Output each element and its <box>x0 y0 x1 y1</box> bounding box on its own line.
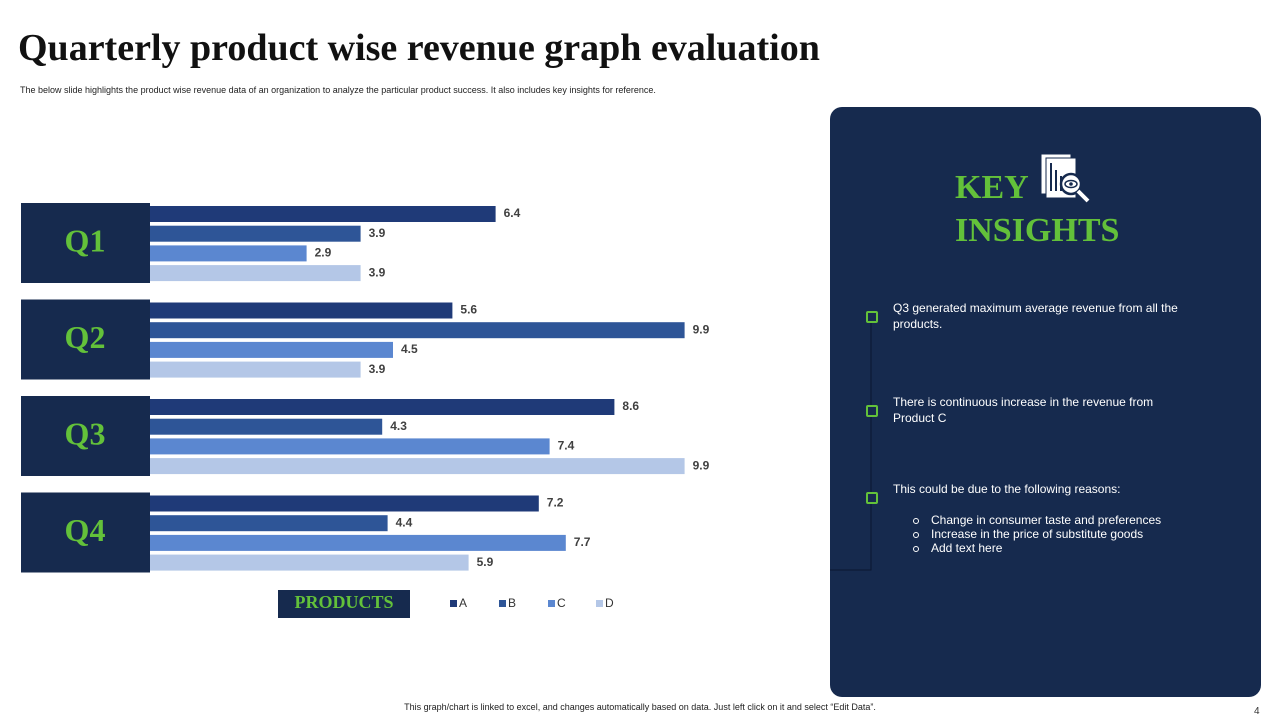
category-label: Q1 <box>65 222 106 258</box>
legend-swatch <box>499 600 506 607</box>
legend-label: B <box>508 596 516 610</box>
value-label: 7.7 <box>574 535 591 549</box>
value-label: 6.4 <box>504 206 521 220</box>
bar <box>150 418 383 435</box>
value-label: 5.6 <box>460 303 477 317</box>
insight-sub-point: Change in consumer taste and preferences <box>931 513 1162 527</box>
value-label: 3.9 <box>369 226 386 240</box>
bar <box>150 515 388 532</box>
insight-point: Q3 generated maximum average revenue fro… <box>893 301 1178 331</box>
connector-line <box>830 318 872 571</box>
legend-swatch <box>548 600 555 607</box>
bar <box>150 265 361 282</box>
bar <box>150 302 453 319</box>
insights-heading: KEY INSIGHTS <box>955 169 1120 249</box>
insight-point: This could be due to the following reaso… <box>893 482 1121 496</box>
insights-panel <box>830 107 1261 697</box>
value-label: 5.9 <box>477 555 494 569</box>
legend-title: PRODUCTS <box>294 592 393 612</box>
legend-label: A <box>459 596 467 610</box>
bar <box>150 458 685 475</box>
insight-sub-point: Add text here <box>931 541 1003 555</box>
category-box <box>21 492 150 573</box>
bar <box>150 534 566 551</box>
legend-title-box <box>278 590 410 618</box>
legend-swatch <box>450 600 457 607</box>
insight-icon <box>1040 153 1090 203</box>
insight-marker <box>866 405 878 417</box>
insight-point: There is continuous increase in the reve… <box>893 395 1154 425</box>
legend-label: C <box>557 596 566 610</box>
value-label: 3.9 <box>369 362 386 376</box>
category-box <box>21 203 150 283</box>
category-box <box>21 396 150 476</box>
slide-title: Quarterly product wise revenue graph eva… <box>18 27 820 69</box>
value-label: 9.9 <box>693 322 710 336</box>
sub-bullet <box>913 546 919 552</box>
category-label: Q2 <box>65 319 106 355</box>
bar <box>150 245 307 262</box>
bar <box>150 206 496 222</box>
bar <box>150 225 361 242</box>
value-label: 4.4 <box>396 515 413 529</box>
value-label: 4.3 <box>390 419 407 433</box>
legend-label: D <box>605 596 614 610</box>
legend-swatch <box>596 600 603 607</box>
insight-marker <box>866 492 878 504</box>
bar <box>150 495 539 512</box>
value-label: 2.9 <box>315 246 332 260</box>
bar <box>150 438 550 455</box>
value-label: 3.9 <box>369 265 386 279</box>
value-label: 7.4 <box>558 439 575 453</box>
value-label: 7.2 <box>547 496 564 510</box>
sub-bullet <box>913 518 919 524</box>
insight-marker <box>866 311 878 323</box>
sub-bullet <box>913 532 919 538</box>
bar <box>150 322 685 339</box>
category-label: Q3 <box>65 415 106 451</box>
category-box <box>21 299 150 380</box>
category-label: Q4 <box>65 512 106 548</box>
bar <box>150 361 361 378</box>
bar <box>150 399 615 415</box>
slide-subtitle: The below slide highlights the product w… <box>20 85 656 95</box>
value-label: 8.6 <box>622 399 639 413</box>
insight-sub-point: Increase in the price of substitute good… <box>931 527 1144 541</box>
page-number: 4 <box>1254 706 1260 717</box>
value-label: 4.5 <box>401 342 418 356</box>
footer-note: This graph/chart is linked to excel, and… <box>404 702 876 712</box>
bar <box>150 341 393 358</box>
value-label: 9.9 <box>693 458 710 472</box>
bar <box>150 554 469 571</box>
